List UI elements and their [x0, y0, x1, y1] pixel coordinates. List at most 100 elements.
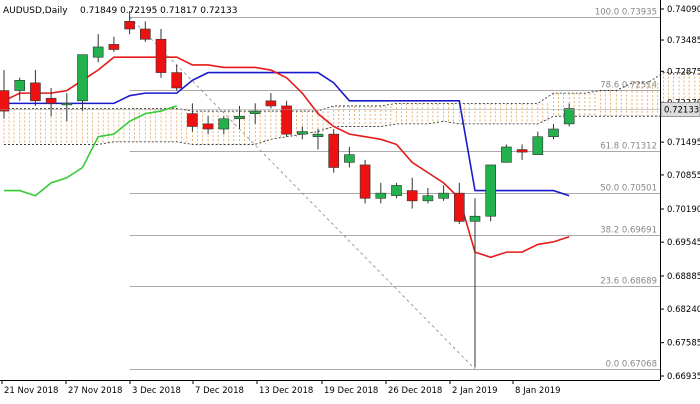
price-tick-label: 0.67585 — [667, 339, 700, 349]
candle — [61, 93, 73, 122]
price-tick-label: 0.70855 — [667, 171, 700, 181]
bearish-candle-body — [202, 123, 214, 130]
tenkan-sen-line — [3, 56, 570, 259]
candle — [202, 116, 214, 135]
price-tick-label: 0.68885 — [667, 272, 700, 282]
candle — [265, 93, 277, 109]
bullish-candle-body — [61, 103, 73, 106]
candle — [0, 70, 10, 119]
candle — [453, 182, 465, 224]
fib-level-label: 38.2 0.69691 — [600, 226, 657, 236]
candle — [218, 116, 230, 135]
bullish-candle-body — [296, 131, 308, 135]
candle — [92, 34, 104, 63]
fib-level-label: 78.6 0.72514 — [600, 81, 657, 91]
time-tick-label: 8 Jan 2019 — [515, 386, 561, 396]
bullish-candle-body — [92, 46, 104, 58]
candle — [155, 29, 167, 78]
current-price-tag: 0.72133 — [664, 105, 699, 115]
candle — [77, 54, 88, 112]
bearish-candle-body — [516, 149, 528, 153]
candle — [516, 144, 528, 160]
bullish-candle-body — [375, 192, 387, 199]
bullish-candle-body — [469, 215, 481, 222]
price-tick-label: 0.72875 — [667, 67, 700, 77]
time-tick-label: 13 Dec 2018 — [259, 386, 313, 396]
bullish-candle-body — [532, 136, 544, 155]
bearish-candle-body — [124, 21, 135, 30]
candles — [0, 11, 575, 368]
bullish-candle-body — [563, 108, 575, 125]
price-tick-label: 0.68240 — [667, 305, 700, 315]
price-tick-label: 0.70190 — [667, 205, 700, 215]
bearish-candle-body — [453, 192, 465, 222]
bullish-candle-body — [344, 154, 355, 163]
bearish-candle-body — [108, 44, 120, 50]
candle — [501, 144, 512, 163]
time-tick-label: 27 Nov 2018 — [68, 386, 122, 396]
bullish-candle-body — [249, 110, 261, 114]
bearish-candle-body — [155, 38, 167, 73]
bearish-candle-body — [406, 190, 418, 202]
time-axis: 21 Nov 2018 27 Nov 2018 3 Dec 2018 7 Dec 20… — [1, 380, 561, 396]
time-tick-label: 21 Nov 2018 — [4, 386, 58, 396]
bearish-candle-body — [0, 90, 10, 112]
candle — [171, 64, 182, 91]
time-tick-label: 7 Dec 2018 — [195, 386, 244, 396]
bullish-candle-body — [234, 115, 245, 120]
price-tick-label: 0.73485 — [667, 36, 700, 46]
bullish-candle-body — [485, 164, 497, 217]
chikou-span-line — [4, 105, 177, 197]
chart-ohlc-values: 0.71849 0.72195 0.71817 0.72133 — [80, 6, 237, 16]
bullish-candle-body — [422, 195, 434, 202]
candle — [375, 182, 387, 204]
candle — [485, 164, 497, 222]
fib-level-label: 100.0 0.73935 — [595, 8, 657, 18]
candle — [108, 36, 120, 53]
senkou-span-a — [4, 72, 695, 112]
price-tick-label: 0.71495 — [667, 138, 700, 148]
bearish-candle-body — [359, 164, 371, 199]
candle — [234, 105, 245, 130]
candle — [563, 103, 575, 127]
candle — [406, 177, 418, 209]
fib-level-label: 23.6 0.68689 — [600, 277, 657, 287]
bullish-candle-body — [501, 146, 512, 163]
bearish-candle-body — [45, 97, 57, 104]
price-tick-label: 0.66935 — [667, 372, 700, 382]
bearish-candle-body — [171, 72, 182, 89]
time-tick-label: 26 Dec 2018 — [388, 386, 442, 396]
fib-level-label: 61.8 0.71312 — [600, 142, 657, 152]
bullish-candle-body — [14, 79, 25, 91]
candle — [30, 70, 41, 106]
chart-symbol-timeframe: AUDUSD,Daily — [3, 6, 68, 16]
bearish-candle-body — [140, 28, 151, 40]
candle — [296, 126, 308, 140]
candle — [140, 21, 151, 42]
candle — [469, 198, 481, 368]
bullish-candle-body — [391, 185, 402, 197]
fib-level-label: 0.0 0.67068 — [606, 360, 657, 370]
bullish-candle-body — [312, 133, 324, 138]
kijun-sen-line — [4, 71, 570, 197]
bullish-candle-body — [438, 192, 449, 199]
time-tick-label: 3 Dec 2018 — [132, 386, 181, 396]
candle — [312, 129, 324, 150]
candle — [438, 185, 449, 201]
price-axis: 0.740900.734850.728750.722700.714950.708… — [0, 0, 700, 382]
bearish-candle-body — [30, 82, 41, 102]
bearish-candle-body — [265, 100, 277, 107]
bearish-candle-body — [187, 113, 198, 127]
indicator-lines — [3, 56, 570, 259]
price-tick-label: 0.69545 — [667, 238, 700, 248]
time-tick-label: 19 Dec 2018 — [324, 386, 378, 396]
current-price-tag-bg — [660, 102, 700, 117]
candle — [359, 159, 371, 204]
candle — [532, 131, 544, 155]
candle — [45, 87, 57, 117]
fib-level-label: 50.0 0.70501 — [600, 184, 657, 194]
candle — [548, 123, 559, 140]
fib-trend-line — [129, 16, 476, 370]
